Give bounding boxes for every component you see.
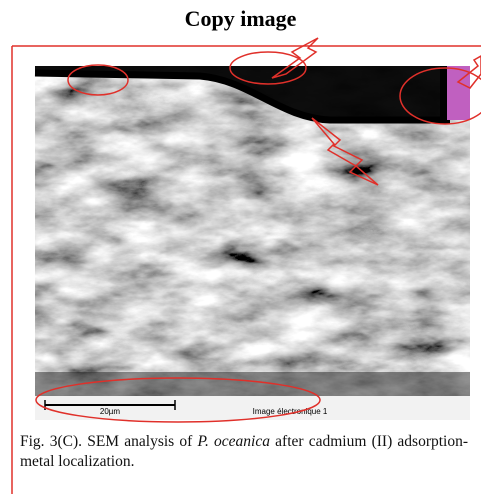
edge-line xyxy=(440,66,447,120)
scale-label: 20µm xyxy=(100,407,121,416)
page: Copy image 20µm Image électronique 1 xyxy=(0,0,481,494)
image-label: Image électronique 1 xyxy=(253,407,328,416)
caption: Fig. 3(C). SEM analysis of P. oceanica a… xyxy=(20,432,468,472)
caption-species: P. oceanica xyxy=(197,433,269,450)
figure: 20µm Image électronique 1 xyxy=(0,0,481,494)
caption-text: Fig. 3(C). SEM analysis of xyxy=(20,433,197,450)
sem-shadow xyxy=(35,372,470,396)
edge-highlight xyxy=(443,66,470,120)
